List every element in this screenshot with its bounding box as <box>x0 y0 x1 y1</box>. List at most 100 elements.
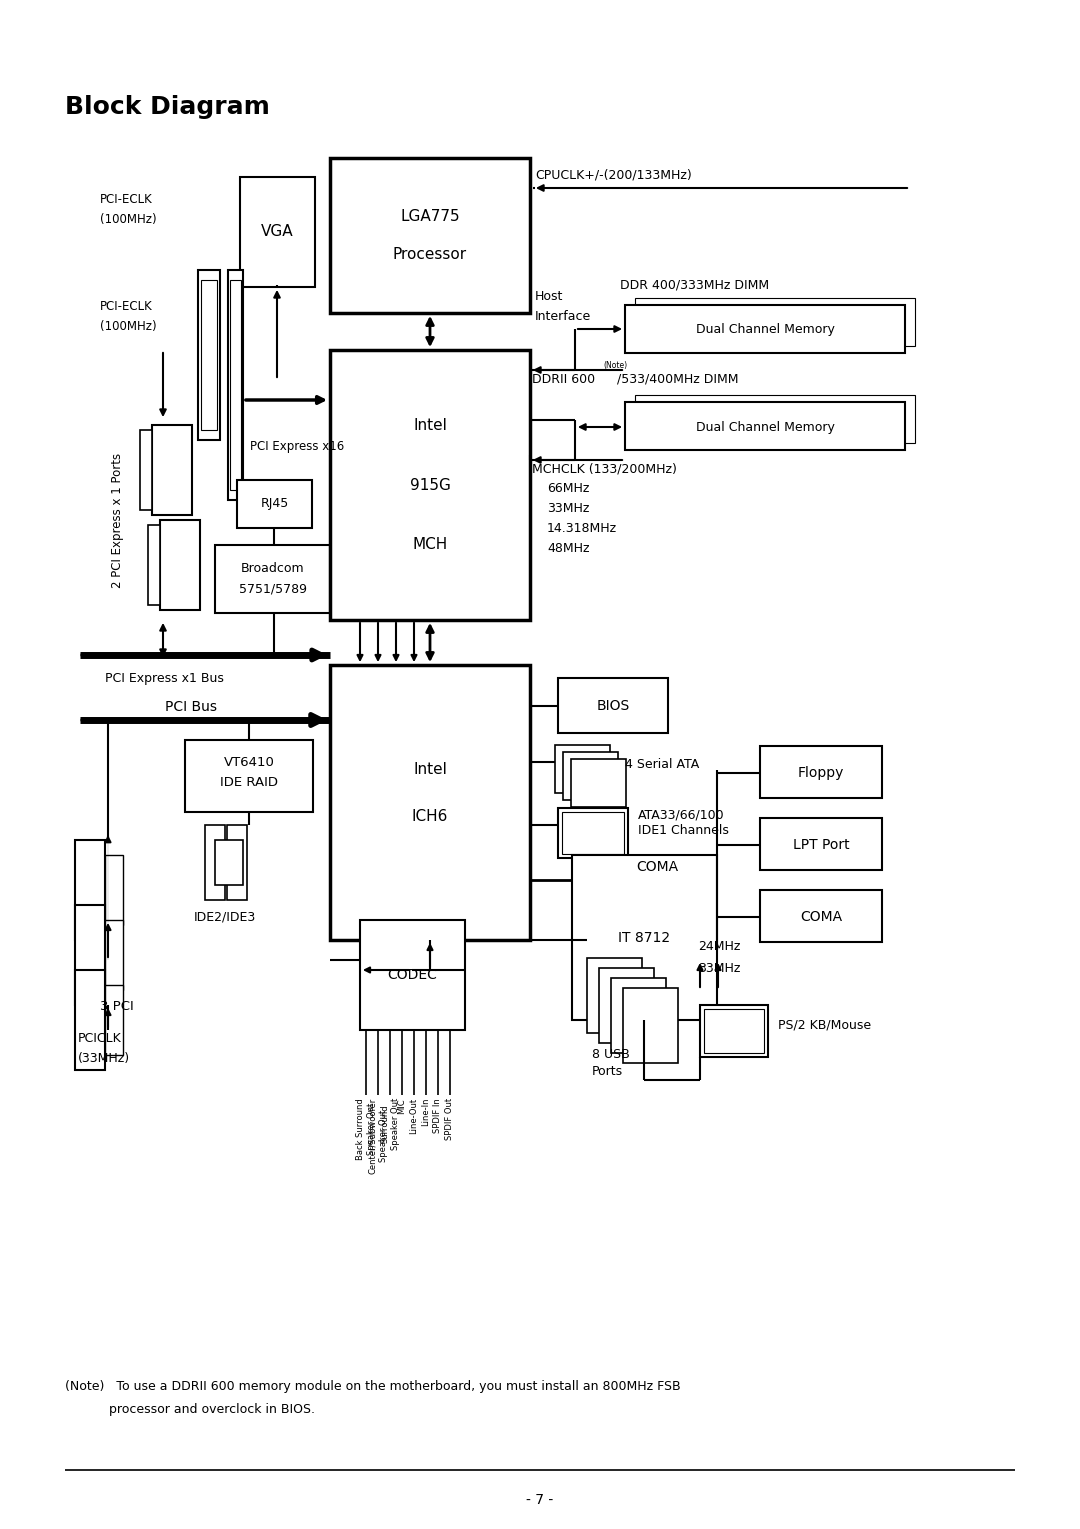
Bar <box>75 905 105 1005</box>
Text: PCI-ECLK: PCI-ECLK <box>100 193 152 206</box>
Text: LPT Port: LPT Port <box>793 838 849 852</box>
Bar <box>330 350 530 619</box>
Bar <box>760 746 882 798</box>
Text: Back Surround
Speaker Out: Back Surround Speaker Out <box>356 1098 376 1161</box>
Text: (100MHz): (100MHz) <box>100 213 157 226</box>
Bar <box>330 665 530 940</box>
Text: Ports: Ports <box>592 1066 623 1078</box>
Text: MIC: MIC <box>397 1098 406 1113</box>
Text: 66MHz: 66MHz <box>546 482 590 495</box>
Bar <box>700 1005 768 1057</box>
Text: - 7 -: - 7 - <box>526 1492 554 1508</box>
Text: 2 PCI Express x 1 Ports: 2 PCI Express x 1 Ports <box>111 453 124 587</box>
Bar <box>237 480 312 528</box>
Bar <box>240 177 315 287</box>
Text: Center/Subwoofer
Speaker Out: Center/Subwoofer Speaker Out <box>368 1098 388 1174</box>
Text: PS/2 KB/Mouse: PS/2 KB/Mouse <box>778 1018 872 1031</box>
Bar <box>215 839 243 885</box>
Bar <box>215 544 330 613</box>
Text: (33MHz): (33MHz) <box>78 1052 130 1066</box>
Text: ICH6: ICH6 <box>411 809 448 824</box>
Text: COMA: COMA <box>636 859 678 875</box>
Bar <box>635 298 915 346</box>
Bar <box>230 280 241 489</box>
Text: VGA: VGA <box>261 225 294 240</box>
Text: 3 PCI: 3 PCI <box>100 1000 134 1014</box>
Text: MCHCLK (133/200MHz): MCHCLK (133/200MHz) <box>532 462 677 476</box>
Text: Intel: Intel <box>413 417 447 433</box>
Text: BIOS: BIOS <box>596 699 630 713</box>
Bar <box>563 752 618 800</box>
Bar <box>140 430 152 511</box>
Text: IDE RAID: IDE RAID <box>220 775 278 789</box>
Text: IDE1 Channels: IDE1 Channels <box>638 824 729 836</box>
Text: 4 Serial ATA: 4 Serial ATA <box>625 758 699 771</box>
Text: Broadcom: Broadcom <box>241 563 305 575</box>
Text: (Note)   To use a DDRII 600 memory module on the motherboard, you must install a: (Note) To use a DDRII 600 memory module … <box>65 1381 680 1393</box>
Bar <box>148 524 160 605</box>
Text: LGA775: LGA775 <box>401 209 460 225</box>
Text: 24MHz: 24MHz <box>698 940 741 953</box>
Text: 8 USB: 8 USB <box>592 1047 630 1061</box>
Bar <box>75 969 105 1070</box>
Text: 33MHz: 33MHz <box>698 962 741 976</box>
Bar <box>558 677 669 732</box>
Text: MCH: MCH <box>413 537 447 552</box>
Text: SPDIF Out: SPDIF Out <box>446 1098 455 1141</box>
Bar <box>760 818 882 870</box>
Bar <box>360 920 465 1031</box>
Text: Surround
Speaker Out: Surround Speaker Out <box>380 1098 400 1150</box>
Text: 33MHz: 33MHz <box>546 502 590 515</box>
Text: DDR 400/333MHz DIMM: DDR 400/333MHz DIMM <box>620 278 769 291</box>
Text: SPDIF In: SPDIF In <box>433 1098 443 1133</box>
Bar <box>227 826 247 901</box>
Text: PCI Bus: PCI Bus <box>165 700 217 714</box>
Text: 5751/5789: 5751/5789 <box>239 583 307 596</box>
Text: Dual Channel Memory: Dual Channel Memory <box>696 420 835 434</box>
Text: VT6410: VT6410 <box>224 755 274 769</box>
Bar <box>75 839 105 940</box>
Text: RJ45: RJ45 <box>260 497 288 511</box>
Text: PCICLK: PCICLK <box>78 1032 122 1044</box>
Bar <box>625 402 905 450</box>
Text: IDE2/IDE3: IDE2/IDE3 <box>194 910 256 924</box>
Bar <box>160 520 200 610</box>
Text: (100MHz): (100MHz) <box>100 320 157 333</box>
Bar <box>599 968 654 1043</box>
Bar <box>760 890 882 942</box>
Bar <box>571 758 626 807</box>
Bar <box>555 745 610 794</box>
Text: /533/400MHz DIMM: /533/400MHz DIMM <box>617 373 739 385</box>
Text: PCI-ECLK: PCI-ECLK <box>100 300 152 313</box>
Bar <box>152 425 192 515</box>
Text: (Note): (Note) <box>603 361 627 370</box>
Bar <box>198 271 220 440</box>
Text: Processor: Processor <box>393 246 467 261</box>
Bar <box>623 988 678 1063</box>
Text: Intel: Intel <box>413 761 447 777</box>
Bar <box>228 271 243 500</box>
Text: 48MHz: 48MHz <box>546 541 590 555</box>
Bar <box>205 826 225 901</box>
Text: Line-In: Line-In <box>421 1098 431 1127</box>
Bar <box>558 807 627 858</box>
Bar <box>201 280 217 430</box>
Text: Dual Channel Memory: Dual Channel Memory <box>696 324 835 336</box>
Text: PCI Express x1 Bus: PCI Express x1 Bus <box>105 673 224 685</box>
Text: COMA: COMA <box>800 910 842 924</box>
Text: 14.318MHz: 14.318MHz <box>546 521 617 535</box>
Text: IT 8712: IT 8712 <box>619 931 671 945</box>
Bar <box>635 394 915 443</box>
Text: Line-Out: Line-Out <box>409 1098 419 1135</box>
Text: Block Diagram: Block Diagram <box>65 95 270 119</box>
Bar <box>588 959 642 1034</box>
Bar <box>105 920 123 989</box>
Bar <box>105 985 123 1055</box>
Bar <box>572 855 717 1020</box>
Text: Host: Host <box>535 291 564 303</box>
Text: DDRII 600: DDRII 600 <box>532 373 595 385</box>
Bar <box>562 812 624 855</box>
Text: Floppy: Floppy <box>798 766 845 780</box>
Bar <box>330 157 530 313</box>
Text: processor and overclock in BIOS.: processor and overclock in BIOS. <box>65 1404 315 1416</box>
